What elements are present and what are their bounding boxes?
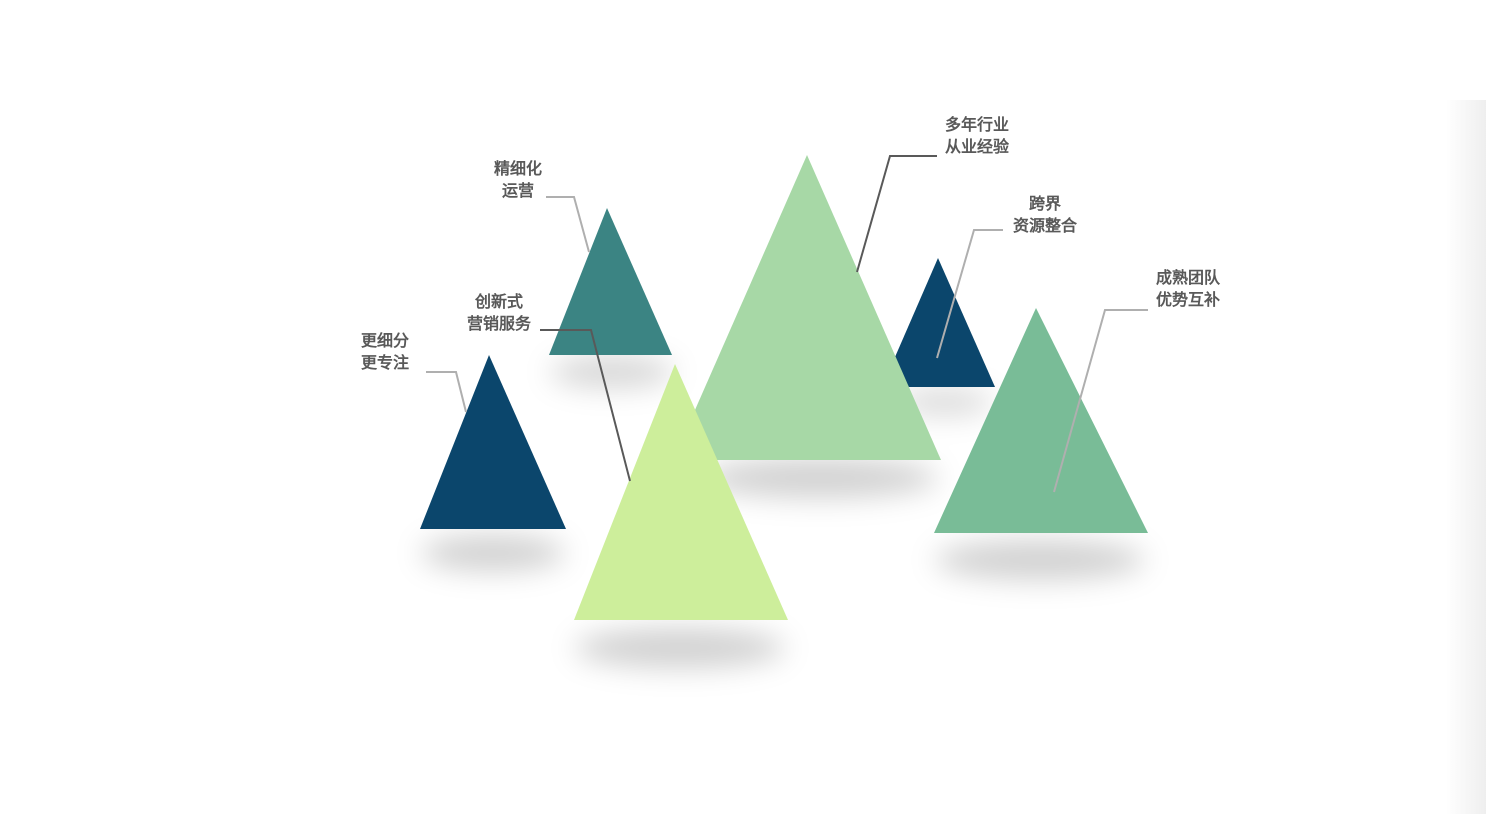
triangle-dark-blue-right (882, 258, 995, 387)
page-edge-shadow (1446, 100, 1486, 814)
shadow-teal (550, 356, 674, 388)
connector-refined (546, 196, 590, 253)
shadows (421, 356, 1145, 668)
label-resource-integration: 跨界 资源整合 (1006, 193, 1084, 237)
shadow-big (702, 458, 938, 498)
label-focused-line1: 更细分 (361, 331, 410, 350)
connector-innovative (540, 329, 631, 482)
label-experience-line2: 从业经验 (945, 137, 1010, 156)
label-refined-line1: 精细化 (493, 159, 542, 178)
shadow-right-blue (897, 388, 993, 416)
shadow-left-blue (421, 535, 565, 571)
connector-focused (426, 371, 467, 413)
shadow-mid-green (935, 540, 1145, 580)
label-focused-line2: 更专注 (361, 353, 410, 372)
connector-team (1053, 309, 1148, 493)
label-refined-operation: 精细化 运营 (480, 158, 556, 202)
connector-experience (856, 155, 937, 273)
label-resources-line1: 跨界 (1028, 194, 1061, 213)
label-industry-experience: 多年行业 从业经验 (945, 114, 1009, 158)
label-refined-line2: 运营 (501, 181, 534, 200)
label-innovative-marketing: 创新式 营销服务 (458, 291, 540, 335)
triangle-light-green-big (673, 155, 941, 460)
label-innovative-line2: 营销服务 (466, 314, 531, 333)
triangle-mid-green (934, 308, 1148, 533)
label-mature-team: 成熟团队 优势互补 (1156, 267, 1220, 311)
label-focused: 更细分 更专注 (361, 330, 409, 374)
triangle-dark-blue-left (420, 355, 566, 529)
connector-resources (936, 229, 1003, 359)
label-innovative-line1: 创新式 (474, 292, 523, 311)
label-team-line2: 优势互补 (1156, 290, 1221, 309)
label-resources-line2: 资源整合 (1012, 216, 1077, 235)
label-team-line1: 成熟团队 (1156, 268, 1221, 287)
triangle-teal (549, 208, 672, 355)
shadow-lime (575, 628, 785, 668)
triangle-lime (574, 364, 788, 620)
label-experience-line1: 多年行业 (945, 115, 1010, 134)
